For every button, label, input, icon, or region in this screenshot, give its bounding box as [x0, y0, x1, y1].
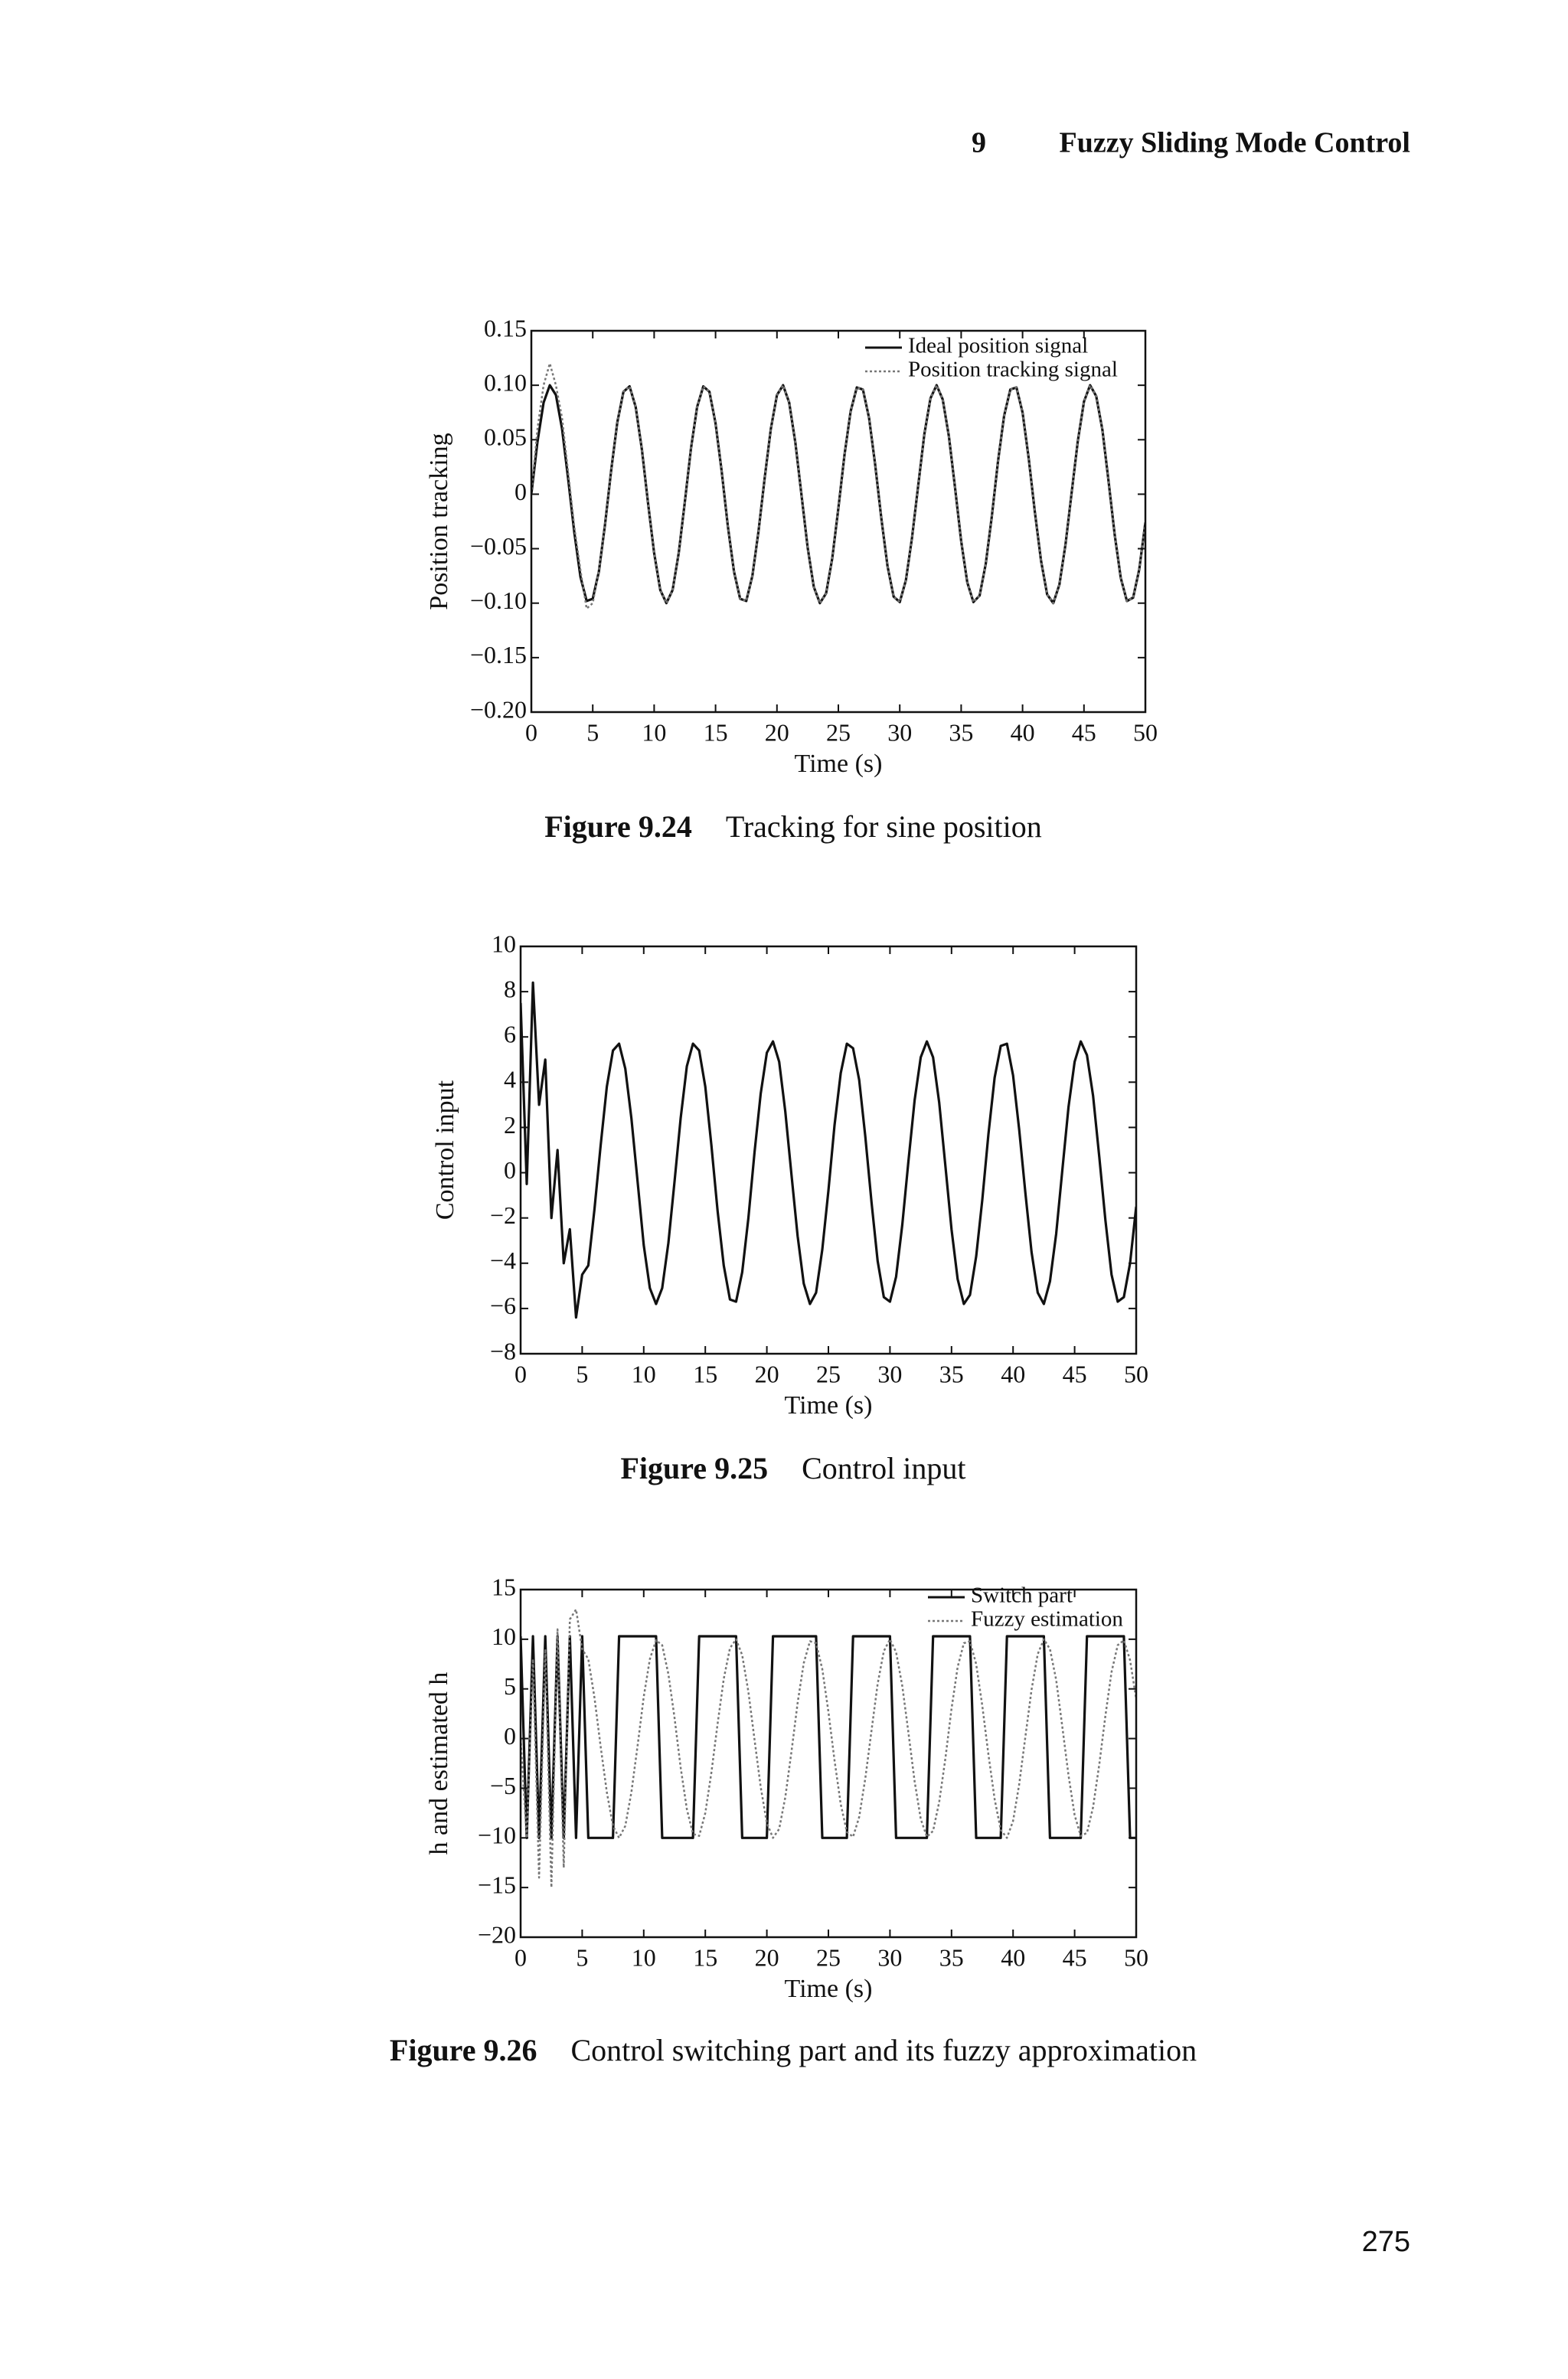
y-tick-label: −6 — [490, 1292, 516, 1319]
x-tick-label: 0 — [525, 718, 537, 746]
x-tick-label: 30 — [877, 1360, 902, 1387]
y-axis-label: Control input — [431, 1080, 459, 1220]
x-tick-label: 35 — [949, 718, 973, 746]
y-axis-label: Position tracking — [425, 433, 453, 609]
plot-frame — [519, 1588, 1138, 1939]
y-tick-label: 2 — [504, 1111, 516, 1139]
y-tick-label: 0 — [504, 1722, 516, 1750]
x-tick-label: 20 — [765, 718, 789, 746]
y-tick-label: 0.15 — [484, 314, 527, 341]
y-tick-label: −15 — [478, 1871, 516, 1898]
data-line — [521, 981, 1136, 1319]
legend-label: Fuzzy estimation — [971, 1607, 1123, 1632]
running-title: Fuzzy Sliding Mode Control — [1060, 127, 1411, 159]
caption: Figure 9.25 Control input — [620, 1451, 965, 1485]
x-tick-label: 5 — [576, 1360, 588, 1387]
caption-text: Control switching part and its fuzzy app… — [570, 2033, 1197, 2067]
y-tick-label: 15 — [492, 1573, 516, 1600]
data-line — [531, 362, 1145, 610]
legend-label: Position tracking signal — [908, 358, 1118, 382]
plot-area — [521, 981, 1136, 1319]
y-tick-label: −0.10 — [470, 587, 527, 614]
caption: Figure 9.24 Tracking for sine position — [544, 809, 1042, 844]
x-tick-label: 45 — [1063, 1943, 1087, 1971]
y-tick-label: −2 — [490, 1201, 516, 1229]
x-tick-label: 15 — [704, 718, 728, 746]
data-line — [521, 1635, 1136, 1839]
x-tick-label: 35 — [939, 1360, 964, 1387]
x-tick-label: 0 — [514, 1943, 527, 1971]
caption: Figure 9.26 Control switching part and it… — [390, 2033, 1197, 2067]
y-tick-label: −4 — [490, 1247, 516, 1274]
plot-area — [521, 1608, 1136, 1889]
caption-label: Figure 9.24 — [544, 809, 692, 844]
x-tick-label: 40 — [1011, 718, 1035, 746]
y-tick-label: −5 — [490, 1772, 516, 1799]
y-tick-label: −20 — [478, 1920, 516, 1948]
plot-area — [531, 362, 1145, 610]
y-tick-label: 4 — [504, 1066, 516, 1093]
x-axis-label: Time (s) — [785, 1391, 873, 1420]
y-tick-label: 10 — [492, 1622, 516, 1650]
x-tick-label: 5 — [576, 1943, 588, 1971]
x-tick-label: 15 — [693, 1360, 717, 1387]
data-line — [521, 1608, 1136, 1889]
x-tick-label: 40 — [1001, 1943, 1025, 1971]
x-tick-label: 25 — [816, 1360, 841, 1387]
y-tick-label: 8 — [504, 975, 516, 1002]
x-tick-label: 40 — [1001, 1360, 1025, 1387]
x-tick-label: 45 — [1063, 1360, 1087, 1387]
y-tick-label: 0.05 — [484, 423, 527, 451]
x-tick-label: 10 — [642, 718, 666, 746]
x-tick-label: 20 — [755, 1943, 779, 1971]
page-number: 275 — [1362, 2226, 1410, 2258]
x-tick-label: 20 — [755, 1360, 779, 1387]
caption-label: Figure 9.25 — [620, 1451, 768, 1485]
legend-label: Ideal position signal — [908, 334, 1088, 358]
y-tick-label: 0 — [504, 1156, 516, 1184]
legend-label: Switch part — [971, 1583, 1073, 1608]
chapter-number: 9 — [972, 127, 986, 159]
x-tick-label: 50 — [1124, 1360, 1148, 1387]
y-tick-label: 5 — [504, 1672, 516, 1700]
x-tick-label: 35 — [939, 1943, 964, 1971]
y-tick-label: 10 — [492, 930, 516, 957]
x-tick-label: 30 — [887, 718, 912, 746]
plot-frame — [519, 945, 1138, 1355]
y-tick-label: 0.10 — [484, 368, 527, 396]
x-axis-label: Time (s) — [785, 1975, 873, 2003]
y-tick-label: −8 — [490, 1337, 516, 1364]
x-tick-label: 15 — [693, 1943, 717, 1971]
y-tick-label: −0.15 — [470, 641, 527, 668]
x-tick-label: 10 — [632, 1943, 656, 1971]
x-tick-label: 50 — [1124, 1943, 1148, 1971]
caption-label: Figure 9.26 — [390, 2033, 537, 2067]
x-axis-label: Time (s) — [795, 750, 883, 778]
x-tick-label: 0 — [514, 1360, 527, 1387]
y-tick-label: 0 — [514, 478, 527, 505]
x-tick-label: 25 — [826, 718, 851, 746]
y-tick-label: −10 — [478, 1822, 516, 1849]
x-tick-label: 10 — [632, 1360, 656, 1387]
caption-text: Control input — [802, 1451, 965, 1485]
y-tick-label: 6 — [504, 1021, 516, 1048]
x-tick-label: 45 — [1072, 718, 1096, 746]
y-axis-label: h and estimated h — [425, 1672, 453, 1855]
x-tick-label: 30 — [877, 1943, 902, 1971]
plot-frame — [530, 329, 1147, 714]
caption-text: Tracking for sine position — [726, 809, 1042, 844]
x-tick-label: 5 — [586, 718, 599, 746]
y-tick-label: −0.20 — [470, 695, 527, 723]
y-tick-label: −0.05 — [470, 532, 527, 560]
x-tick-label: 25 — [816, 1943, 841, 1971]
x-tick-label: 50 — [1133, 718, 1158, 746]
